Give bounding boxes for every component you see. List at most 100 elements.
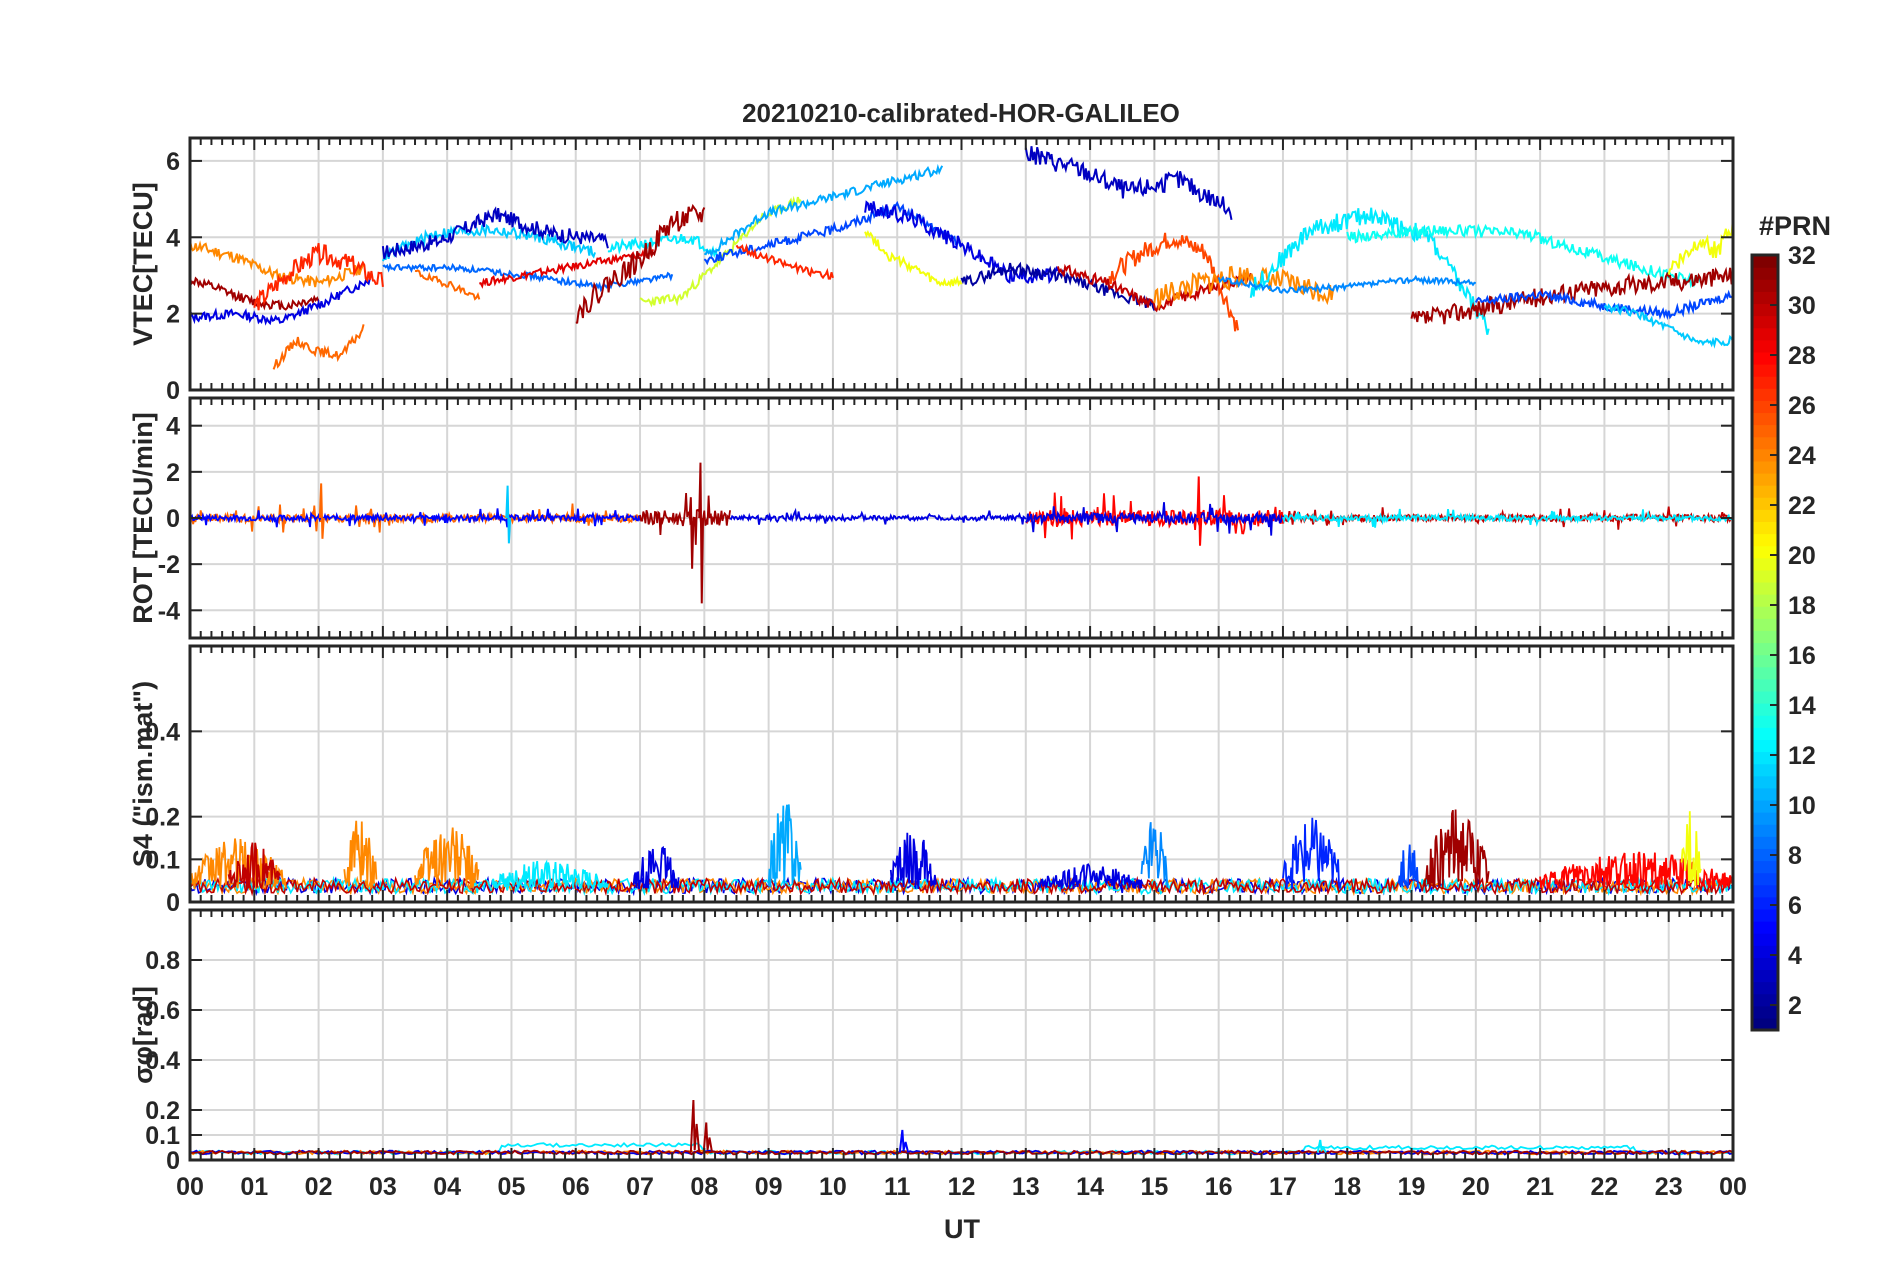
colorbar-swatch (1752, 715, 1778, 728)
s4-burst-prn-24 (343, 820, 378, 890)
rot-spike (698, 462, 705, 604)
x-tick-label: 19 (1398, 1173, 1426, 1201)
s4-burst-prn-30 (227, 842, 281, 890)
colorbar-swatch (1752, 678, 1778, 692)
y-tick-label: 0.4 (145, 1047, 180, 1075)
x-tick-label: 23 (1655, 1173, 1683, 1201)
x-tick-label: 11 (884, 1173, 911, 1201)
colorbar-swatch (1752, 763, 1778, 777)
colorbar-swatch (1752, 848, 1778, 862)
colorbar-swatch (1752, 896, 1778, 910)
colorbar-swatch (1752, 376, 1778, 389)
y-axis-label: S4 ("ism.mat") (128, 681, 158, 867)
colorbar-swatch (1752, 557, 1778, 571)
colorbar-swatch (1752, 460, 1778, 474)
colorbar-swatch (1752, 545, 1778, 559)
colorbar-swatch (1752, 690, 1778, 704)
s4-burst-prn-7 (1397, 844, 1419, 889)
y-tick-label: 2 (166, 459, 180, 487)
x-tick-label: 20 (1462, 1173, 1490, 1201)
vtec-series-prn-3 (381, 206, 609, 260)
vtec-series-prn-3 (1024, 146, 1233, 220)
rot-series-prn-4 (729, 507, 1027, 525)
colorbar-swatch (1752, 327, 1778, 341)
colorbar-tick-label: 2 (1788, 992, 1802, 1020)
vtec-series-prn-31 (190, 276, 320, 311)
vtec-series-prn-24 (190, 240, 365, 289)
colorbar-swatch (1752, 799, 1778, 813)
x-tick-label: 22 (1591, 1173, 1619, 1201)
x-tick-label: 03 (369, 1173, 397, 1201)
x-axis-label: UT (944, 1214, 980, 1244)
colorbar-swatch (1752, 654, 1778, 668)
colorbar-swatch (1752, 279, 1778, 292)
colorbar-tick-label: 16 (1788, 642, 1816, 670)
colorbar-swatch (1752, 908, 1778, 922)
vtec-series-prn-7 (1474, 289, 1733, 321)
y-tick-label: -2 (158, 551, 180, 579)
x-tick-label: 12 (948, 1173, 976, 1201)
colorbar-swatch (1752, 363, 1778, 377)
colorbar-swatch (1752, 521, 1778, 535)
colorbar-tick-label: 4 (1788, 942, 1802, 970)
x-tick-label: 10 (819, 1173, 847, 1201)
vtec-series-prn-4 (864, 200, 1059, 285)
colorbar-tick-label: 18 (1788, 592, 1816, 620)
y-tick-label: 0 (166, 377, 180, 405)
rot-spike (688, 497, 695, 569)
colorbar-swatch (1752, 388, 1778, 401)
vtec-series-prn-25 (414, 269, 481, 301)
x-tick-label: 17 (1269, 1173, 1297, 1201)
colorbar-swatch (1752, 448, 1778, 462)
vtec-series-prn-4 (190, 277, 371, 326)
colorbar-swatch (1752, 1005, 1778, 1019)
x-tick-label: 21 (1526, 1173, 1554, 1201)
panel-s4: 0 0.1 0.2 0.4S4 ("ism.mat") (128, 644, 1735, 917)
y-tick-label: 4 (166, 413, 180, 441)
y-tick-label: 0.1 (145, 846, 180, 874)
s4-burst-prn-9 (1140, 822, 1169, 888)
panel-data (190, 462, 1733, 604)
colorbar-frame (1750, 253, 1780, 1032)
x-tick-label: 15 (1140, 1173, 1168, 1201)
rot-series-prn-28 (1025, 492, 1284, 540)
y-tick-label: 0 (166, 1147, 180, 1175)
colorbar-swatch (1752, 291, 1778, 305)
colorbar-swatch (1752, 351, 1778, 365)
vtec-series-prn-9 (1217, 274, 1477, 295)
y-tick-label: 0.1 (145, 1122, 180, 1150)
x-tick-label: 18 (1333, 1173, 1361, 1201)
x-tick-label: 09 (755, 1173, 783, 1201)
x-tick-label: 13 (1012, 1173, 1040, 1201)
x-tick-label: 16 (1205, 1173, 1233, 1201)
y-axis-label: σφ[rad] (128, 986, 158, 1084)
s4-burst-prn-28 (1539, 851, 1733, 890)
y-tick-label: 0 (166, 505, 180, 533)
x-tick-label: 14 (1076, 1173, 1104, 1201)
x-tick-label: 07 (626, 1173, 654, 1201)
s4-burst-prn-4 (889, 832, 937, 890)
colorbar-swatch (1752, 594, 1778, 607)
vtec-series-prn-24 (1153, 265, 1335, 312)
vtec-series-prn-10 (704, 163, 944, 259)
colorbar-tick-label: 26 (1788, 392, 1816, 420)
colorbar-swatch (1752, 860, 1778, 874)
colorbar-tick-label: 32 (1788, 242, 1816, 270)
colorbar-swatch (1752, 836, 1778, 849)
colorbar-swatch (1752, 485, 1778, 498)
y-tick-label: -4 (158, 597, 180, 625)
colorbar-swatch (1752, 424, 1778, 438)
colorbar-swatch (1752, 993, 1778, 1007)
vtec-series-prn-12 (607, 233, 719, 259)
colorbar-swatch (1752, 739, 1778, 753)
x-tick-label: 06 (562, 1173, 590, 1201)
colorbar-swatch (1752, 436, 1778, 450)
colorbar-swatch (1752, 824, 1778, 837)
y-tick-label: 0.2 (145, 1097, 180, 1125)
colorbar-swatch (1752, 981, 1778, 995)
s4-burst-prn-4 (1037, 863, 1143, 890)
y-tick-label: 0.6 (145, 997, 180, 1025)
rot-spike (318, 483, 325, 539)
vtec-series-prn-8 (382, 262, 674, 293)
